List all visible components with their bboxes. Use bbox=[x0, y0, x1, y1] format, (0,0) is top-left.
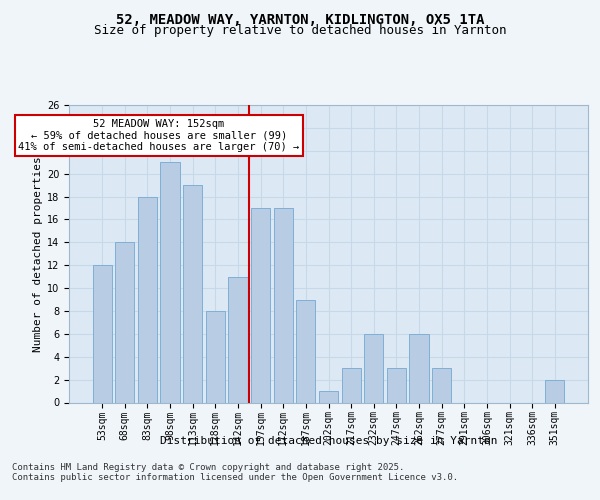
Bar bbox=[206, 311, 225, 402]
Text: Size of property relative to detached houses in Yarnton: Size of property relative to detached ho… bbox=[94, 24, 506, 37]
Bar bbox=[160, 162, 180, 402]
Bar bbox=[409, 334, 428, 402]
Bar bbox=[183, 185, 202, 402]
Bar bbox=[92, 265, 112, 402]
Bar bbox=[432, 368, 451, 402]
Bar bbox=[229, 276, 248, 402]
Text: Contains HM Land Registry data © Crown copyright and database right 2025.
Contai: Contains HM Land Registry data © Crown c… bbox=[12, 462, 458, 482]
Bar bbox=[341, 368, 361, 402]
Text: 52 MEADOW WAY: 152sqm
← 59% of detached houses are smaller (99)
41% of semi-deta: 52 MEADOW WAY: 152sqm ← 59% of detached … bbox=[18, 118, 299, 152]
Text: 52, MEADOW WAY, YARNTON, KIDLINGTON, OX5 1TA: 52, MEADOW WAY, YARNTON, KIDLINGTON, OX5… bbox=[116, 12, 484, 26]
Y-axis label: Number of detached properties: Number of detached properties bbox=[32, 156, 43, 352]
Bar bbox=[251, 208, 270, 402]
Text: Distribution of detached houses by size in Yarnton: Distribution of detached houses by size … bbox=[160, 436, 497, 446]
Bar bbox=[274, 208, 293, 402]
Bar bbox=[319, 391, 338, 402]
Bar bbox=[296, 300, 316, 403]
Bar bbox=[115, 242, 134, 402]
Bar bbox=[545, 380, 565, 402]
Bar bbox=[138, 196, 157, 402]
Bar bbox=[364, 334, 383, 402]
Bar bbox=[387, 368, 406, 402]
